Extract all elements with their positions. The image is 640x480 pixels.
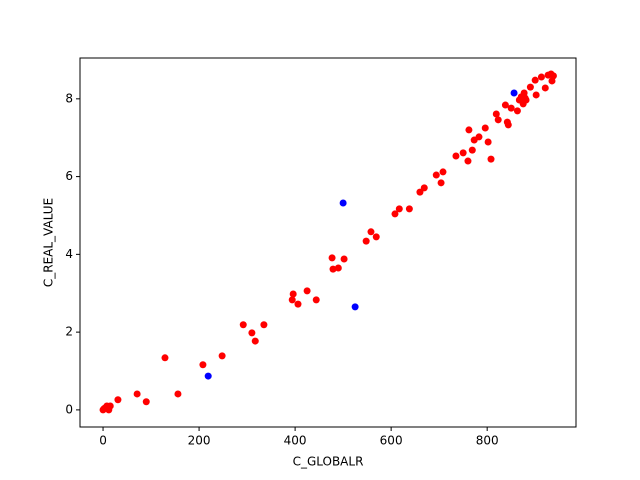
point xyxy=(437,179,445,187)
point xyxy=(494,116,502,124)
point xyxy=(218,352,226,360)
point xyxy=(481,124,489,132)
point xyxy=(351,303,359,311)
point xyxy=(328,254,336,262)
point xyxy=(239,321,247,329)
point xyxy=(251,337,259,345)
point xyxy=(339,199,347,207)
point xyxy=(513,107,521,115)
point xyxy=(501,101,509,109)
point xyxy=(362,237,370,245)
point xyxy=(487,155,495,163)
point xyxy=(391,210,399,218)
point xyxy=(475,133,483,141)
point xyxy=(416,188,424,196)
x-tick-label: 0 xyxy=(99,434,107,448)
point xyxy=(288,296,296,304)
point xyxy=(439,168,447,176)
point xyxy=(204,372,212,380)
point xyxy=(531,76,539,84)
y-tick-label: 8 xyxy=(65,91,73,105)
point xyxy=(161,354,169,362)
y-tick-label: 6 xyxy=(65,169,73,183)
y-tick-label: 2 xyxy=(65,325,73,339)
point xyxy=(405,205,413,213)
point xyxy=(464,157,472,165)
point xyxy=(541,84,549,92)
point xyxy=(199,361,207,369)
point xyxy=(492,110,500,118)
point xyxy=(522,96,530,104)
point xyxy=(260,321,268,329)
x-tick-label: 200 xyxy=(188,434,211,448)
point xyxy=(395,205,403,213)
point xyxy=(367,228,375,236)
x-tick-label: 800 xyxy=(476,434,499,448)
point xyxy=(106,402,114,410)
point xyxy=(133,390,141,398)
point xyxy=(432,171,440,179)
point xyxy=(420,184,428,192)
point xyxy=(459,149,467,157)
point xyxy=(452,152,460,160)
point xyxy=(340,255,348,263)
point xyxy=(174,390,182,398)
point xyxy=(294,300,302,308)
x-axis-label: C_GLOBALR xyxy=(293,455,364,469)
point xyxy=(289,290,297,298)
y-tick-label: 0 xyxy=(65,402,73,416)
point xyxy=(329,265,337,273)
point xyxy=(465,126,473,134)
point xyxy=(334,264,342,272)
point xyxy=(372,233,380,241)
point xyxy=(510,89,518,97)
x-tick-label: 400 xyxy=(284,434,307,448)
y-axis-label: C_REAL_VALUE xyxy=(42,198,56,287)
point xyxy=(504,121,512,129)
point xyxy=(114,396,122,404)
y-tick-label: 4 xyxy=(65,247,73,261)
point xyxy=(468,146,476,154)
point xyxy=(507,104,515,112)
point xyxy=(532,91,540,99)
plot-frame xyxy=(79,57,577,428)
point xyxy=(248,329,256,337)
point xyxy=(312,296,320,304)
point xyxy=(303,287,311,295)
point xyxy=(484,138,492,146)
point xyxy=(537,73,545,81)
x-tick-label: 600 xyxy=(380,434,403,448)
point xyxy=(142,398,150,406)
point xyxy=(526,83,534,91)
point xyxy=(549,72,557,80)
